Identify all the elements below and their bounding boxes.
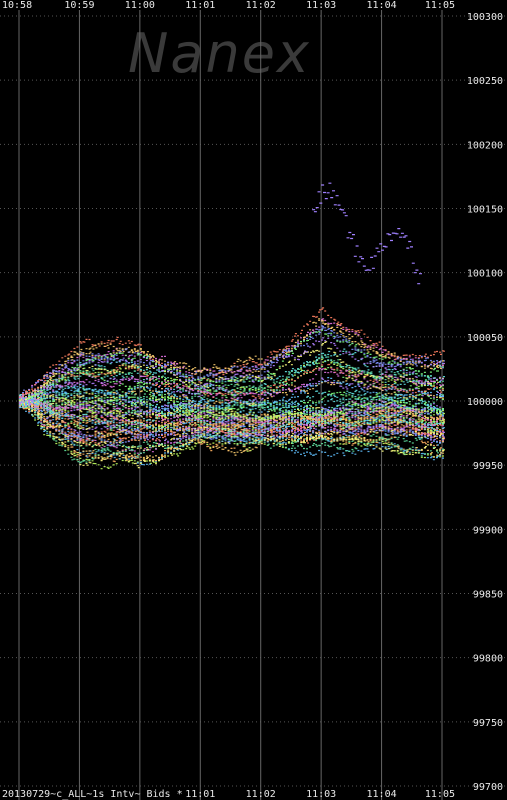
price-series-marks [19,367,444,405]
x-tick-label-bottom: 11:04 [367,789,397,800]
price-series [19,397,444,447]
watermark-text: Nanex [128,22,311,85]
y-tick-label: 99850 [473,590,503,601]
x-tick-label-top: 11:01 [185,0,215,11]
x-tick-label-top: 10:59 [64,0,94,11]
price-series [19,377,444,409]
price-series-marks [19,397,444,447]
price-series [19,367,444,405]
price-series [312,182,422,285]
y-tick-label: 100150 [467,205,503,216]
price-series [19,337,444,405]
price-series-marks [19,337,444,405]
y-tick-label: 100100 [467,269,503,280]
footer-caption: 20130729~c_ALL~1s Intv~ Bids * [2,789,183,800]
y-tick-label: 99800 [473,654,503,665]
y-tick-label: 100000 [467,397,503,408]
price-series [19,391,445,420]
x-tick-label-top: 11:00 [125,0,155,11]
x-tick-label-bottom: 11:02 [246,789,276,800]
data-layer [19,182,445,470]
price-series-marks [19,377,444,409]
x-tick-label-top: 11:04 [367,0,397,11]
price-series-marks [19,391,445,420]
x-tick-label-top: 11:05 [425,0,455,11]
y-tick-label: 99700 [473,782,503,793]
price-series-marks [312,182,422,285]
x-tick-label-top: 11:03 [306,0,336,11]
x-tick-label-bottom: 11:05 [425,789,455,800]
price-series [19,356,444,399]
y-tick-label: 100200 [467,140,503,151]
x-tick-label-top: 10:58 [2,0,32,11]
y-tick-label: 99900 [473,525,503,536]
x-tick-label-bottom: 11:03 [306,789,336,800]
y-tick-label: 100300 [467,12,503,23]
y-tick-label: 99950 [473,461,503,472]
x-tick-label-top: 11:02 [246,0,276,11]
y-tick-label: 100250 [467,76,503,87]
y-tick-label: 99750 [473,718,503,729]
x-tick-label-bottom: 11:01 [185,789,215,800]
price-series-marks [19,356,444,399]
y-tick-label: 100050 [467,333,503,344]
